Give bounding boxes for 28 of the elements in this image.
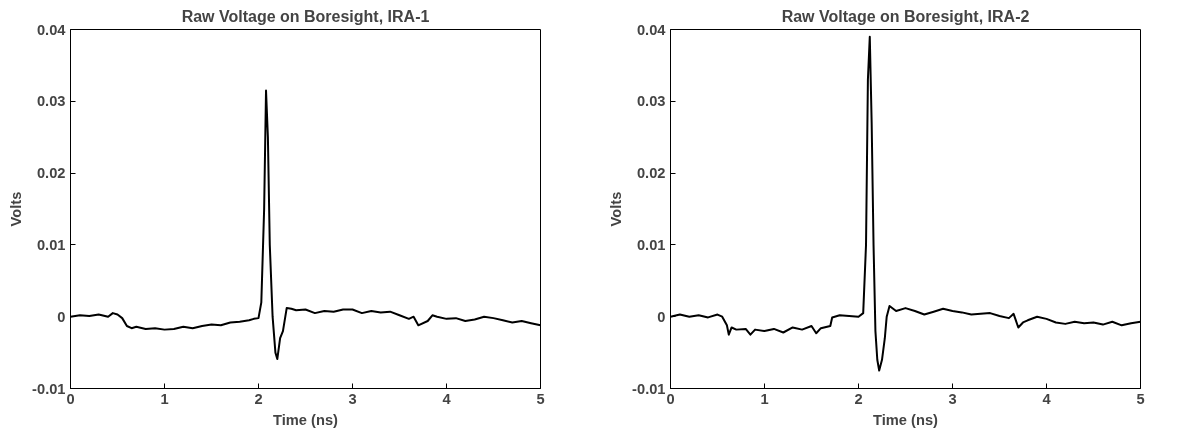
x-tick-label: 5 xyxy=(536,390,545,407)
x-axis-title: Time (ns) xyxy=(273,411,339,428)
y-tick-label: 0.04 xyxy=(36,21,67,38)
y-tick-label: 0 xyxy=(57,308,66,325)
chart-title: Raw Voltage on Boresight, IRA-1 xyxy=(181,7,430,25)
x-tick-label: 1 xyxy=(760,390,769,407)
y-tick-label: 0.01 xyxy=(636,236,666,253)
x-tick-label: 4 xyxy=(442,390,452,407)
y-tick-label: 0.02 xyxy=(36,165,66,182)
x-tick-label: 1 xyxy=(160,390,169,407)
y-tick-label: 0.03 xyxy=(636,93,666,110)
x-tick-label: 4 xyxy=(1042,390,1052,407)
x-axis-title: Time (ns) xyxy=(873,411,939,428)
y-tick-label: 0.01 xyxy=(36,236,66,253)
chart-title: Raw Voltage on Boresight, IRA-2 xyxy=(781,7,1030,25)
y-tick-label: 0.03 xyxy=(36,93,66,110)
y-tick-label: 0 xyxy=(657,308,666,325)
x-tick-label: 5 xyxy=(1136,390,1145,407)
x-tick-label: 2 xyxy=(854,390,863,407)
x-tick-label: 3 xyxy=(348,390,357,407)
y-tick-label: 0.04 xyxy=(636,21,667,38)
y-tick-label: -0.01 xyxy=(32,380,66,397)
x-tick-label: 3 xyxy=(948,390,957,407)
y-axis-title: Volts xyxy=(8,191,25,227)
x-tick-label: 2 xyxy=(254,390,263,407)
y-tick-label: -0.01 xyxy=(632,380,666,397)
y-tick-label: 0.02 xyxy=(636,165,666,182)
y-axis-title: Volts xyxy=(608,191,625,227)
